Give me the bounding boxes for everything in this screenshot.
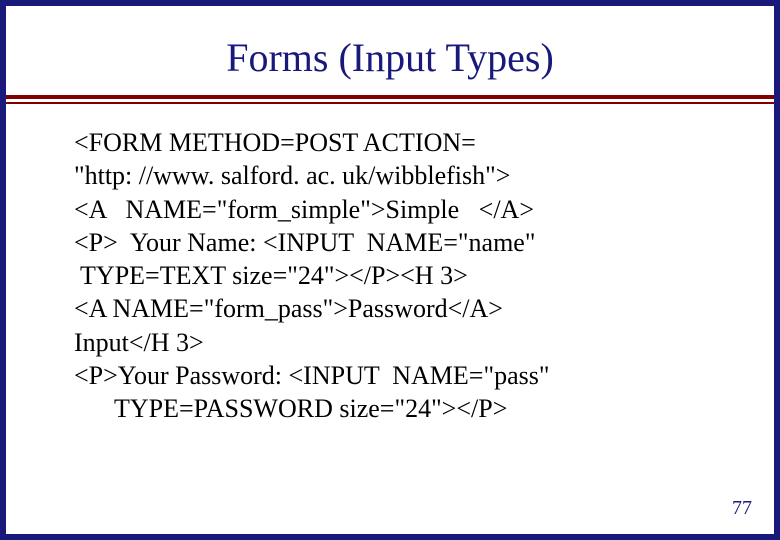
code-line: TYPE=TEXT size="24"></P><H 3> xyxy=(74,259,734,292)
rule-thin xyxy=(6,102,774,104)
code-line: <A NAME="form_simple">Simple </A> xyxy=(74,193,734,226)
slide-body: <FORM METHOD=POST ACTION= "http: //www. … xyxy=(74,126,734,425)
code-line: "http: //www. salford. ac. uk/wibblefish… xyxy=(74,159,734,192)
code-line: TYPE=PASSWORD size="24"></P> xyxy=(74,392,734,425)
title-rule xyxy=(6,95,774,104)
slide-inner: Forms (Input Types) <FORM METHOD=POST AC… xyxy=(6,6,774,534)
code-line: <A NAME="form_pass">Password</A> xyxy=(74,292,734,325)
code-line: Input</H 3> xyxy=(74,326,734,359)
code-line: <P> Your Name: <INPUT NAME="name" xyxy=(74,226,734,259)
code-line: <FORM METHOD=POST ACTION= xyxy=(74,126,734,159)
slide-title: Forms (Input Types) xyxy=(6,34,774,81)
slide-outer: Forms (Input Types) <FORM METHOD=POST AC… xyxy=(0,0,780,540)
page-number: 77 xyxy=(732,497,752,520)
code-line: <P>Your Password: <INPUT NAME="pass" xyxy=(74,359,734,392)
